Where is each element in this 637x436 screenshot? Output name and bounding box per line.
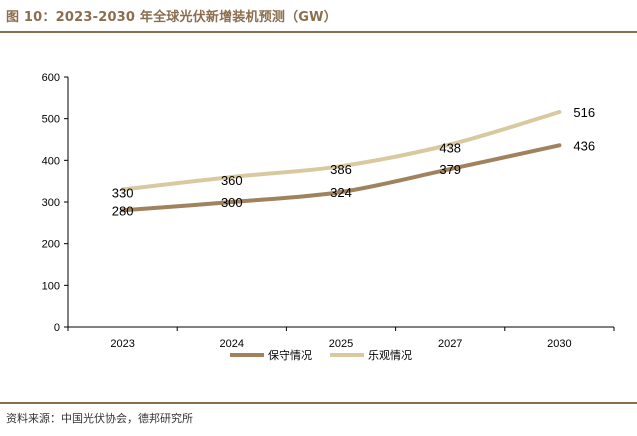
legend-item-conservative: 保守情况 <box>230 347 312 363</box>
data-label: 300 <box>221 195 243 210</box>
x-tick-label: 2024 <box>220 338 244 350</box>
y-tick-label: 300 <box>42 197 60 209</box>
data-label: 360 <box>221 173 243 188</box>
data-label: 438 <box>439 141 461 156</box>
data-label: 324 <box>330 185 352 200</box>
y-tick-label: 200 <box>42 239 60 251</box>
series-line-conservative <box>120 143 562 213</box>
chart-title: 图 10：2023-2030 年全球光伏新增装机预测（GW） <box>6 10 337 25</box>
y-tick-label: 100 <box>42 280 60 292</box>
y-tick-label: 400 <box>42 155 60 167</box>
data-label: 330 <box>112 186 134 201</box>
y-tick-label: 600 <box>42 72 60 84</box>
y-tick-label: 0 <box>54 322 60 334</box>
title-divider <box>0 31 637 33</box>
data-labels: 280 300 324 379 436 330 360 386 438 516 <box>112 105 595 218</box>
data-label: 516 <box>573 105 595 120</box>
legend-swatch-conservative <box>230 353 264 357</box>
x-tick-label: 2025 <box>329 338 353 350</box>
legend: 保守情况 乐观情况 <box>230 347 412 363</box>
x-ticks: 2023 2024 2025 2027 2030 <box>67 327 615 350</box>
data-label: 280 <box>112 203 134 218</box>
data-label: 379 <box>439 162 461 177</box>
x-tick-label: 2027 <box>438 338 462 350</box>
y-ticks: 0 100 200 300 400 500 600 <box>42 72 68 334</box>
data-label: 386 <box>330 162 352 177</box>
legend-item-optimistic: 乐观情况 <box>330 347 412 363</box>
x-tick-label: 2023 <box>110 338 134 350</box>
footer-divider <box>0 402 637 404</box>
series-line-optimistic <box>120 110 562 192</box>
legend-label-optimistic: 乐观情况 <box>368 349 412 362</box>
legend-label-conservative: 保守情况 <box>268 349 312 362</box>
source-note: 资料来源：中国光伏协会，德邦研究所 <box>6 412 193 425</box>
x-tick-label: 2030 <box>547 338 571 350</box>
y-tick-label: 500 <box>42 114 60 126</box>
data-label: 436 <box>573 138 595 153</box>
legend-swatch-optimistic <box>330 353 364 357</box>
series-lines <box>120 110 562 213</box>
